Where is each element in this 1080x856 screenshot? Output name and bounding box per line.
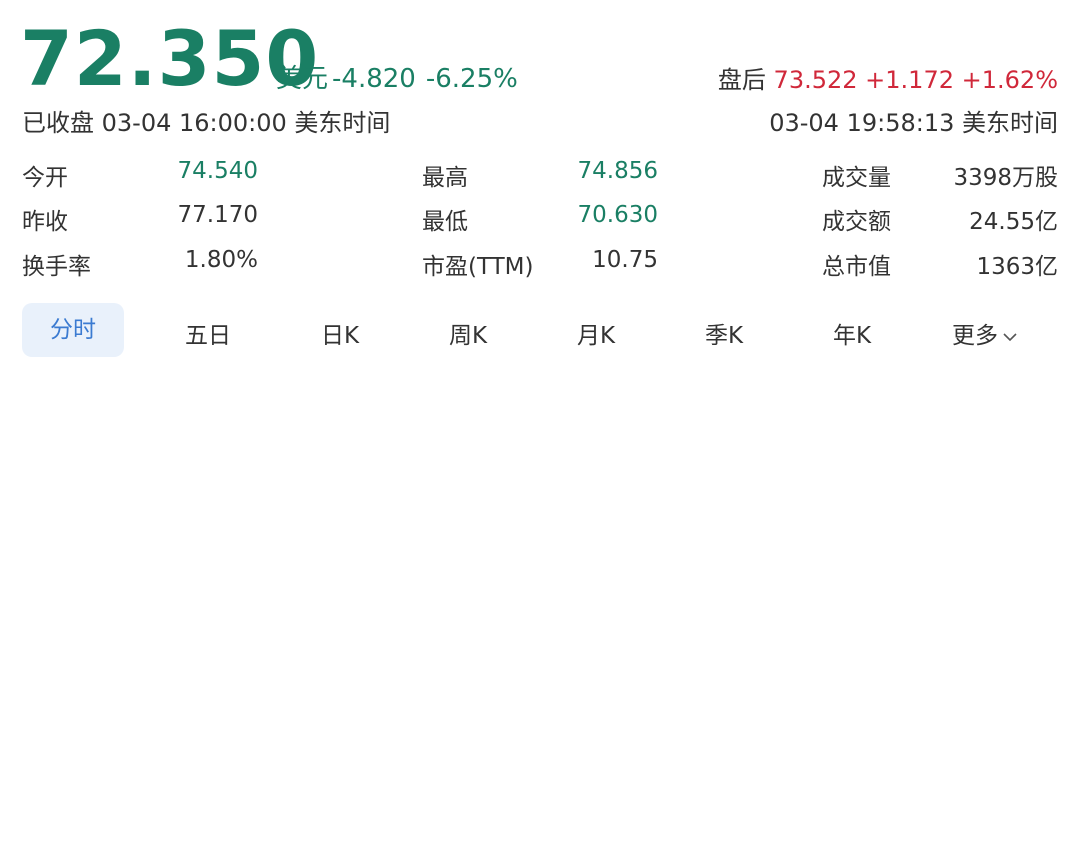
stat-label: 换手率 xyxy=(22,254,91,280)
chart xyxy=(0,370,1080,856)
tab[interactable]: 周K xyxy=(448,323,488,349)
after-hours-change: +1.172 xyxy=(865,66,954,94)
after-hours-pct: +1.62% xyxy=(961,66,1058,94)
stat-label: 今开 xyxy=(22,165,68,191)
after-hours: 盘后 73.522 +1.172 +1.62% xyxy=(718,60,1058,95)
chevron: 70.69372.31073.928-8.39%-6.36%-4.33%09:3… xyxy=(1003,332,1080,800)
tab[interactable]: 分时 xyxy=(22,303,124,357)
status: 已收盘 03-04 16:00:00 美东时间 xyxy=(22,109,391,137)
stat-value: 24.55亿 xyxy=(969,209,1058,235)
after-hours-price: 73.522 xyxy=(773,66,858,94)
stat-value: 77.170 xyxy=(177,202,258,228)
stat-value: 1363亿 xyxy=(976,254,1058,280)
stat-value: 70.630 xyxy=(577,202,658,228)
stat-label: 昨收 xyxy=(22,209,68,235)
stat-label: 成交额 xyxy=(822,209,891,235)
currency: 美元 xyxy=(276,64,329,94)
change: 美元 -4.820 -6.25% xyxy=(276,58,528,95)
stat-label: 最低 xyxy=(422,209,468,235)
tab[interactable]: 年K xyxy=(832,323,872,349)
stat-label: 总市值 xyxy=(822,254,891,280)
after-hours-label: 盘后 xyxy=(717,66,766,94)
tab[interactable]: 月K xyxy=(576,323,616,349)
stat-label: 最高 xyxy=(422,165,468,191)
stat-label: 市盈(TTM) xyxy=(422,254,534,280)
tab[interactable]: 日K xyxy=(320,323,360,349)
tab[interactable]: 五日 xyxy=(185,323,231,349)
stat-value: 10.75 xyxy=(592,247,658,273)
stat-label: 成交量 xyxy=(822,165,891,191)
tab[interactable]: 更多70.69372.31073.928-8.39%-6.36%-4.33%09… xyxy=(930,316,1080,800)
change-pct: -6.25% xyxy=(425,64,518,94)
stat-value: 74.856 xyxy=(577,158,658,184)
after-hours-time: 03-04 19:58:13 美东时间 xyxy=(769,109,1058,137)
change-value: -4.820 xyxy=(332,64,416,94)
stat-value: 74.540 xyxy=(177,158,258,184)
price: 72.350 xyxy=(20,14,320,103)
stat-value: 3398万股 xyxy=(953,165,1058,191)
chevron-path xyxy=(1003,332,1017,341)
tab[interactable]: 季K xyxy=(704,323,744,349)
stat-value: 1.80% xyxy=(184,247,258,273)
